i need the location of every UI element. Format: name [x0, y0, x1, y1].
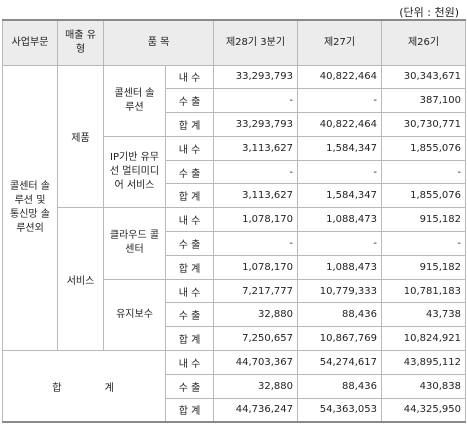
value-cell: 30,730,771 — [381, 112, 466, 137]
value-cell: 1,584,347 — [297, 135, 382, 161]
value-cell: 33,293,793 — [213, 64, 298, 90]
table-row: 콜센터 솔루션 및 통신망 솔루션외 제품 콜센터 솔루션 내 수 33,293… — [2, 64, 466, 352]
label-export: 수 출 — [165, 373, 214, 399]
value-cell: 3,113,627 — [213, 135, 298, 161]
value-cell: 88,436 — [297, 302, 382, 328]
value-cell: - — [381, 231, 466, 256]
table-row: 합 계 33,293,793 40,822,464 30,730,771 — [3, 112, 466, 137]
table-row: 수 출 - - - — [3, 159, 466, 185]
type-service: 서비스 — [57, 207, 104, 352]
value-cell: 44,325,950 — [381, 397, 466, 423]
value-cell: 1,078,170 — [213, 254, 298, 280]
label-domestic: 내 수 — [165, 278, 214, 304]
label-total: 합 계 — [165, 397, 214, 423]
label-total: 합 계 — [165, 183, 214, 209]
value-cell: 43,738 — [381, 302, 466, 328]
value-cell: 10,824,921 — [381, 326, 466, 352]
value-cell: 30,343,671 — [381, 64, 466, 90]
value-cell: 40,822,464 — [297, 112, 382, 137]
value-cell: 44,736,247 — [213, 397, 298, 423]
value-cell: 915,182 — [381, 254, 466, 280]
table-row: 합 계 3,113,627 1,584,347 1,855,076 — [3, 183, 466, 209]
value-cell: 7,250,657 — [213, 326, 298, 352]
label-total: 합 계 — [165, 112, 214, 137]
table-row: 합 계 내 수 44,703,367 54,274,617 43,895,112 — [2, 350, 466, 424]
value-cell: - — [213, 159, 298, 185]
header-sales-type: 매출 유형 — [57, 19, 104, 66]
value-cell: 54,363,053 — [297, 397, 382, 423]
value-cell: 1,584,347 — [297, 183, 382, 209]
table-row: 합 계 44,736,247 54,363,053 44,325,950 — [2, 397, 466, 423]
table-row: 합 계 1,078,170 1,088,473 915,182 — [3, 254, 466, 280]
value-cell: 10,779,333 — [297, 278, 382, 304]
unit-note: (단위 : 천원) — [399, 6, 459, 19]
sales-table: 사업부문 매출 유형 품 목 제28기 3분기 제27기 제26기 콜센터 솔루… — [2, 19, 466, 424]
value-cell: 54,274,617 — [297, 350, 382, 375]
value-cell: 43,895,112 — [381, 350, 466, 375]
label-total: 합 계 — [165, 326, 214, 352]
value-cell: 44,703,367 — [213, 350, 298, 375]
value-cell: 88,436 — [297, 373, 382, 399]
item-cloud: 클라우드 콜센터 — [103, 207, 166, 280]
label-export: 수 출 — [165, 231, 214, 256]
grand-total-label: 합 계 — [2, 350, 166, 424]
table-row: 서비스 클라우드 콜센터 내 수 1,078,170 1,088,473 915… — [3, 207, 466, 352]
value-cell: 1,088,473 — [297, 254, 382, 280]
value-cell: - — [381, 159, 466, 185]
value-cell: 40,822,464 — [297, 64, 382, 90]
header-period-28: 제28기 3분기 — [213, 19, 298, 66]
value-cell: 1,078,170 — [213, 207, 298, 233]
table-row: 수 출 32,880 88,436 43,738 — [3, 302, 466, 328]
value-cell: 387,100 — [381, 88, 466, 114]
value-cell: 33,293,793 — [213, 112, 298, 137]
table-row: 수 출 - - 387,100 — [3, 88, 466, 114]
value-cell: - — [213, 88, 298, 114]
item-callcenter: 콜센터 솔루션 — [103, 64, 166, 137]
value-cell: 32,880 — [213, 302, 298, 328]
label-domestic: 내 수 — [165, 207, 214, 233]
item-maintenance: 유지보수 — [103, 278, 166, 352]
label-export: 수 출 — [165, 159, 214, 185]
table-row: 합 계 7,250,657 10,867,769 10,824,921 — [3, 326, 466, 352]
label-domestic: 내 수 — [165, 350, 214, 375]
segment-cell: 콜센터 솔루션 및 통신망 솔루션외 — [2, 64, 58, 352]
table-row: 수 출 - - - — [3, 231, 466, 256]
value-cell: - — [213, 231, 298, 256]
value-cell: 3,113,627 — [213, 183, 298, 209]
table-row: 유지보수 내 수 7,217,777 10,779,333 10,781,183 — [3, 278, 466, 352]
label-domestic: 내 수 — [165, 64, 214, 90]
value-cell: 1,855,076 — [381, 183, 466, 209]
value-cell: 1,088,473 — [297, 207, 382, 233]
value-cell: 10,781,183 — [381, 278, 466, 304]
header-period-27: 제27기 — [297, 19, 382, 66]
value-cell: 1,855,076 — [381, 135, 466, 161]
label-total: 합 계 — [165, 254, 214, 280]
value-cell: - — [297, 231, 382, 256]
value-cell: 915,182 — [381, 207, 466, 233]
header-segment: 사업부문 — [2, 19, 58, 66]
value-cell: - — [297, 159, 382, 185]
label-export: 수 출 — [165, 88, 214, 114]
header-period-26: 제26기 — [381, 19, 466, 66]
value-cell: 32,880 — [213, 373, 298, 399]
label-export: 수 출 — [165, 302, 214, 328]
value-cell: 7,217,777 — [213, 278, 298, 304]
value-cell: 10,867,769 — [297, 326, 382, 352]
value-cell: 430,838 — [381, 373, 466, 399]
value-cell: - — [297, 88, 382, 114]
label-domestic: 내 수 — [165, 135, 214, 161]
item-ip: IP기반 유무선 멀티미디어 서비스 — [103, 135, 166, 209]
header-item: 품 목 — [103, 19, 214, 66]
type-product: 제품 — [57, 64, 104, 209]
